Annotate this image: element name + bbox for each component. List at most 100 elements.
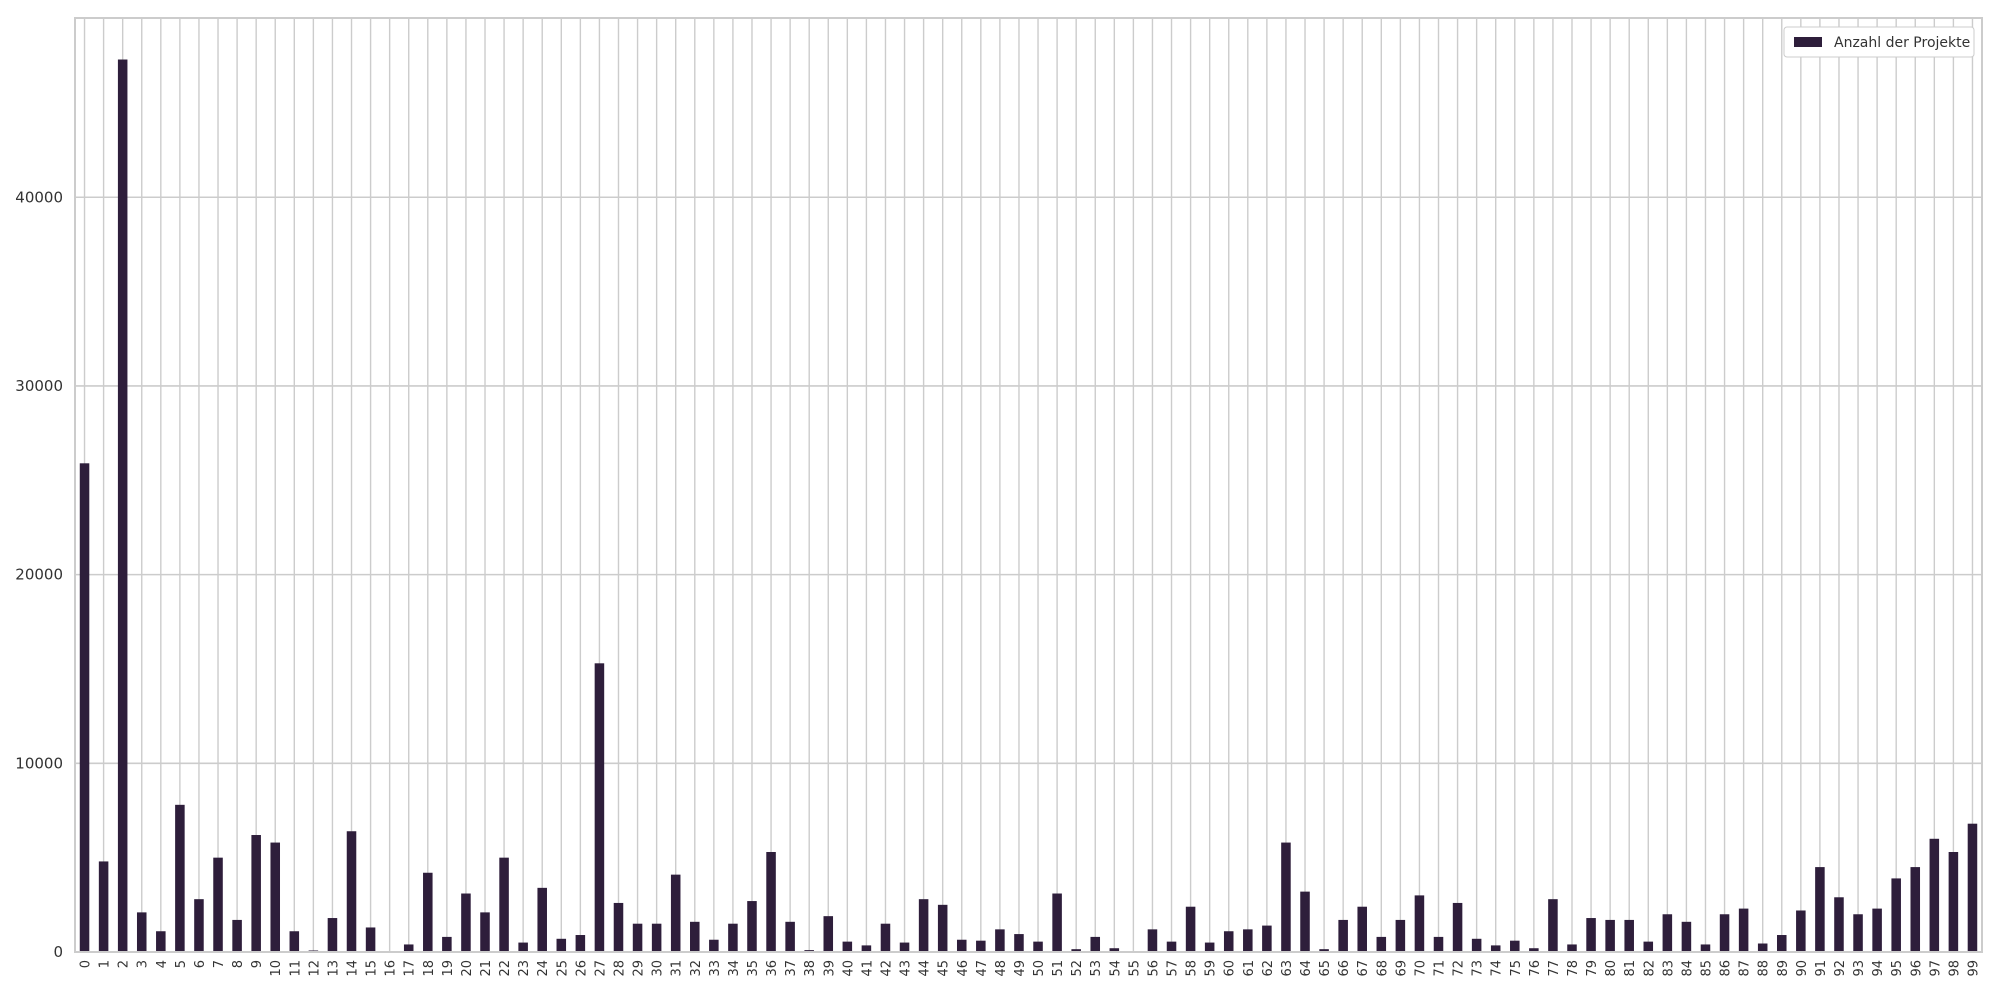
bar xyxy=(1815,867,1825,952)
x-tick-label: 84 xyxy=(1680,960,1695,977)
bar xyxy=(442,936,452,952)
x-tick-label: 81 xyxy=(1623,960,1638,977)
bar xyxy=(1033,941,1043,952)
x-tick-label: 43 xyxy=(899,960,914,977)
x-tick-label: 3 xyxy=(136,960,151,968)
x-tick-label: 50 xyxy=(1032,960,1047,977)
x-tick-label: 8 xyxy=(231,960,246,968)
bar xyxy=(1052,893,1062,952)
x-tick-label: 75 xyxy=(1509,960,1524,977)
x-tick-label: 4 xyxy=(155,960,170,968)
x-tick-label: 61 xyxy=(1242,960,1257,977)
x-tick-label: 2 xyxy=(117,960,132,968)
x-tick-label: 19 xyxy=(441,960,456,977)
bar xyxy=(1834,897,1844,952)
x-tick-label: 52 xyxy=(1070,960,1085,977)
x-tick-label: 54 xyxy=(1108,960,1123,977)
bar xyxy=(785,921,795,952)
x-tick-label: 36 xyxy=(765,960,780,977)
bar xyxy=(956,939,967,952)
x-tick-label: 10 xyxy=(269,960,284,977)
x-tick-label: 71 xyxy=(1433,960,1448,977)
bar xyxy=(1014,934,1024,952)
bar xyxy=(1338,919,1348,952)
bar xyxy=(1300,891,1310,952)
bar xyxy=(346,831,357,952)
bar xyxy=(1357,906,1367,952)
x-tick-label: 88 xyxy=(1757,960,1772,977)
y-tick-label: 10000 xyxy=(15,754,63,772)
bar xyxy=(1948,851,1959,952)
bar xyxy=(880,923,891,952)
x-tick-label: 21 xyxy=(479,960,494,977)
bar xyxy=(651,923,662,952)
x-tick-label: 18 xyxy=(422,960,437,977)
x-tick-label: 33 xyxy=(708,960,723,977)
x-tick-label: 51 xyxy=(1051,960,1066,977)
bar xyxy=(1109,948,1120,952)
bar xyxy=(1662,914,1673,952)
bar xyxy=(613,902,624,952)
bar xyxy=(1757,943,1768,952)
bar xyxy=(899,942,910,952)
x-tick-label: 16 xyxy=(384,960,399,977)
x-tick-label: 29 xyxy=(632,960,647,977)
x-tick-label: 48 xyxy=(994,960,1009,977)
bar xyxy=(1929,838,1940,952)
bar xyxy=(1853,914,1863,952)
x-tick-label: 98 xyxy=(1947,960,1962,977)
legend-swatch xyxy=(1794,37,1822,47)
bar xyxy=(1376,936,1387,952)
x-tick-label: 78 xyxy=(1566,960,1581,977)
x-tick-label: 80 xyxy=(1604,960,1619,977)
bar xyxy=(1872,908,1882,952)
x-tick-label: 99 xyxy=(1966,960,1981,977)
x-tick-labels: 0 1 2 3 4 5 6 7 8 9 10 11 12 13 14 15 16 17 18 19 20 21 22 23 24… xyxy=(79,960,1982,977)
x-tick-label: 64 xyxy=(1299,960,1314,977)
x-tick-label: 49 xyxy=(1013,960,1028,977)
x-tick-label: 46 xyxy=(956,960,971,977)
bar xyxy=(1281,842,1291,952)
x-tick-label: 89 xyxy=(1776,960,1791,977)
x-tick-label: 35 xyxy=(746,960,761,977)
x-tick-label: 31 xyxy=(670,960,685,977)
x-tick-label: 59 xyxy=(1204,960,1219,977)
bar xyxy=(918,899,929,952)
bar xyxy=(480,912,490,952)
x-tick-label: 7 xyxy=(212,960,227,968)
y-tick-labels: 0 10000 20000 30000 40000 xyxy=(15,188,63,961)
x-gridlines xyxy=(83,18,1974,952)
y-tick-label: 30000 xyxy=(15,377,63,395)
x-tick-label: 74 xyxy=(1490,960,1505,977)
bar xyxy=(594,663,605,952)
bar xyxy=(1395,919,1406,952)
bar xyxy=(861,945,872,952)
x-tick-label: 91 xyxy=(1814,960,1829,977)
bar xyxy=(1071,949,1081,952)
x-tick-label: 28 xyxy=(612,960,627,977)
x-tick-label: 97 xyxy=(1928,960,1943,977)
bar xyxy=(499,857,509,952)
x-tick-label: 65 xyxy=(1318,960,1333,977)
bar xyxy=(1490,945,1501,952)
bar xyxy=(670,874,681,952)
legend: Anzahl der Projekte xyxy=(1783,26,1975,58)
bar xyxy=(1319,949,1329,952)
bar xyxy=(709,939,719,952)
x-tick-label: 24 xyxy=(536,960,551,977)
x-tick-label: 63 xyxy=(1280,960,1295,977)
bar xyxy=(1414,895,1425,952)
bar xyxy=(289,931,300,952)
x-tick-label: 17 xyxy=(403,960,418,977)
legend-label: Anzahl der Projekte xyxy=(1834,35,1970,51)
x-tick-label: 79 xyxy=(1585,960,1600,977)
x-tick-label: 67 xyxy=(1356,960,1371,977)
bar xyxy=(575,935,586,952)
x-tick-label: 62 xyxy=(1261,960,1276,977)
x-tick-label: 6 xyxy=(193,960,208,968)
bar xyxy=(937,904,948,952)
x-tick-label: 47 xyxy=(975,960,990,977)
y-tick-label: 0 xyxy=(53,943,63,961)
